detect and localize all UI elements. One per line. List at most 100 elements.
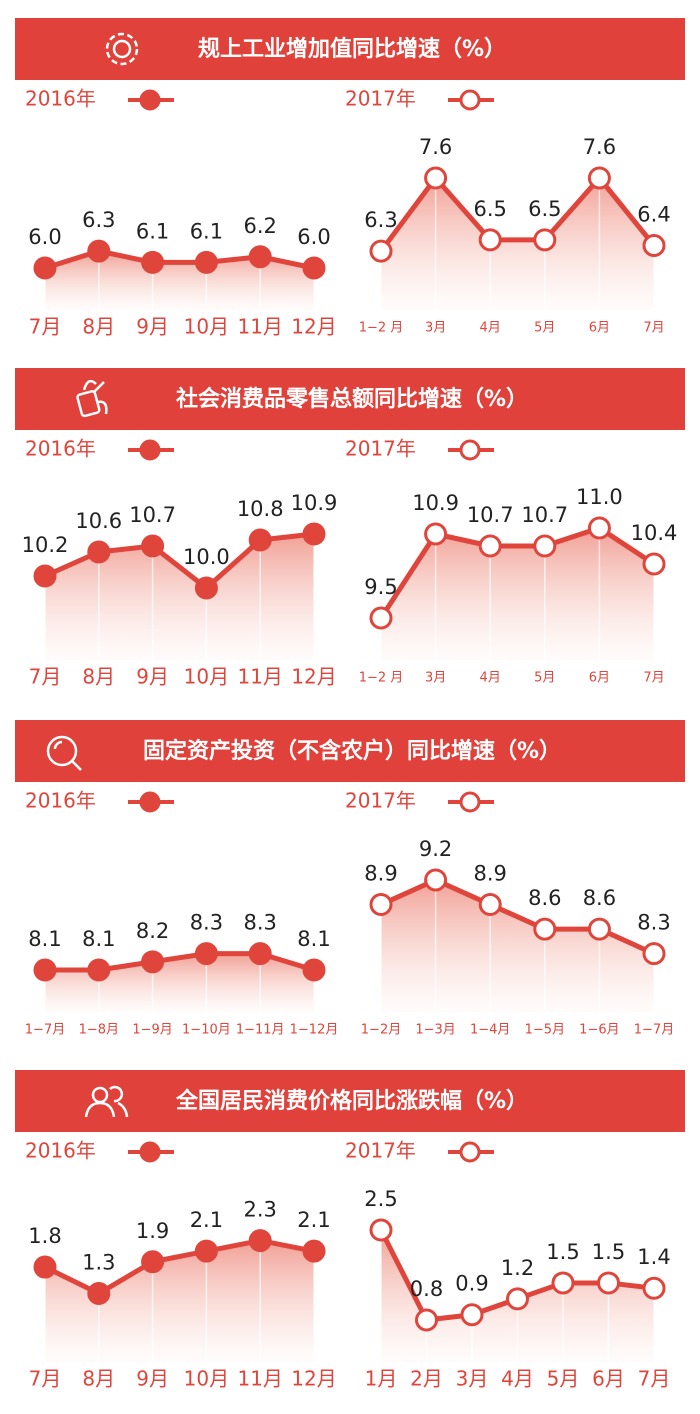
x-tick-label: 1−7月 [25, 1023, 65, 1038]
value-label: 0.9 [455, 1272, 488, 1296]
value-label: 1.2 [501, 1256, 534, 1280]
value-label: 8.2 [136, 919, 169, 943]
value-label: 8.9 [364, 862, 397, 886]
value-label: 10.9 [291, 491, 338, 515]
point-marker [194, 250, 218, 274]
panel-title: 规上工业增加值同比增速（%） [198, 36, 506, 62]
value-label: 10.2 [22, 533, 69, 557]
value-label: 6.2 [243, 214, 276, 238]
point-marker [194, 1239, 218, 1263]
value-label: 6.5 [528, 197, 561, 221]
point-marker [141, 950, 165, 974]
x-tick-label: 1−5月 [525, 1023, 565, 1038]
point-marker [302, 958, 326, 982]
x-tick-label: 1−10月 [182, 1023, 231, 1038]
point-marker [597, 1271, 620, 1295]
value-label: 10.7 [467, 503, 514, 527]
point-marker [302, 522, 326, 546]
x-tick-label: 12月 [291, 315, 336, 339]
point-marker [424, 522, 448, 546]
x-tick-label: 9月 [136, 315, 169, 339]
legend-marker [139, 791, 161, 813]
x-tick-label: 7月 [643, 671, 664, 686]
x-tick-label: 11月 [237, 1367, 282, 1391]
point-marker [424, 166, 448, 190]
point-marker [533, 917, 557, 941]
area-fill [381, 528, 654, 660]
value-label: 8.1 [297, 927, 330, 951]
value-label: 0.8 [410, 1277, 443, 1301]
area-fill [381, 880, 654, 1012]
point-marker [478, 228, 502, 252]
value-label: 8.6 [528, 886, 561, 910]
legend-label: 2017年 [345, 87, 416, 111]
area-fill [45, 251, 314, 310]
point-marker [194, 942, 218, 966]
point-marker [87, 1282, 111, 1306]
header-bar [15, 1070, 685, 1132]
x-tick-label: 6月 [589, 671, 610, 686]
x-tick-label: 1−11月 [236, 1023, 285, 1038]
value-label: 1.5 [592, 1240, 625, 1264]
point-marker [369, 1218, 393, 1242]
header-bar [15, 368, 685, 430]
x-tick-label: 7月 [638, 1367, 671, 1391]
value-label: 1.9 [136, 1219, 169, 1243]
legend-marker [459, 439, 481, 461]
x-tick-label: 5月 [534, 671, 555, 686]
legend-marker [139, 1141, 161, 1163]
value-label: 6.3 [364, 208, 397, 232]
x-tick-label: 7月 [29, 315, 62, 339]
value-label: 9.2 [419, 837, 452, 861]
x-tick-label: 5月 [547, 1367, 580, 1391]
x-tick-label: 1−7月 [634, 1023, 674, 1038]
point-marker [248, 245, 272, 269]
point-marker [478, 893, 502, 917]
legend-label: 2017年 [345, 437, 416, 461]
value-label: 10.4 [631, 521, 678, 545]
point-marker [302, 1239, 326, 1263]
x-tick-label: 4月 [480, 671, 501, 686]
x-tick-label: 5月 [534, 321, 555, 336]
value-label: 8.6 [583, 886, 616, 910]
x-tick-label: 2月 [410, 1367, 443, 1391]
header-bar [15, 720, 685, 782]
point-marker [194, 576, 218, 600]
x-tick-label: 1−4月 [470, 1023, 510, 1038]
point-marker [587, 917, 611, 941]
legend-marker [459, 89, 481, 111]
value-label: 10.6 [75, 509, 122, 533]
value-label: 8.1 [82, 927, 115, 951]
gear-icon [105, 32, 139, 66]
x-tick-label: 9月 [136, 1367, 169, 1391]
x-tick-label: 8月 [82, 1367, 115, 1391]
point-marker [642, 1276, 666, 1300]
value-label: 9.5 [364, 575, 397, 599]
x-tick-label: 1−2 月 [359, 671, 404, 686]
value-label: 1.4 [637, 1245, 670, 1269]
x-tick-label: 7月 [29, 665, 62, 689]
point-marker [33, 564, 57, 588]
legend-marker [139, 89, 161, 111]
search-icon [46, 735, 82, 771]
panel-title: 固定资产投资（不含农户）同比增速（%） [143, 738, 561, 764]
point-marker [551, 1271, 575, 1295]
value-label: 2.3 [243, 1198, 276, 1222]
x-tick-label: 9月 [136, 665, 169, 689]
legend-label: 2016年 [25, 87, 96, 111]
series-line [378, 175, 656, 253]
point-marker [533, 534, 557, 558]
x-tick-label: 4月 [480, 321, 501, 336]
value-label: 10.9 [412, 491, 459, 515]
people-icon [84, 1085, 129, 1118]
value-label: 8.9 [473, 862, 506, 886]
x-tick-label: 12月 [291, 665, 336, 689]
x-tick-label: 1−2月 [361, 1023, 401, 1038]
value-label: 2.5 [364, 1187, 397, 1211]
value-label: 8.3 [190, 911, 223, 935]
x-tick-label: 3月 [456, 1367, 489, 1391]
bag-icon [76, 379, 108, 418]
point-marker [87, 540, 111, 564]
x-tick-label: 8月 [82, 665, 115, 689]
